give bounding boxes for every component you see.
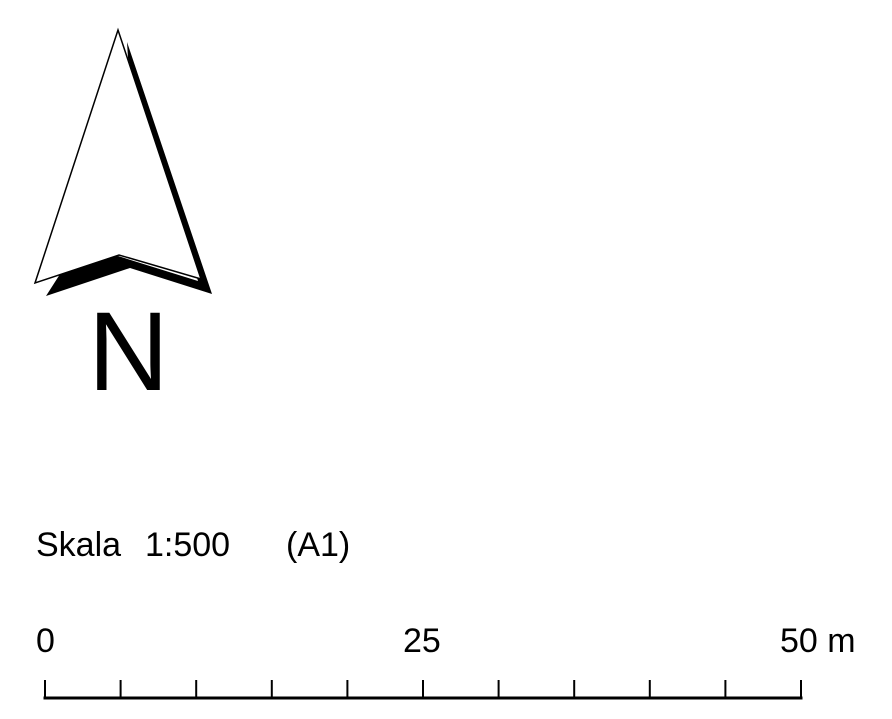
scale-ratio: 1:500 [145, 526, 231, 564]
scale-bar-label-end: 50 m [780, 622, 856, 660]
scale-bar-label-start: 0 [36, 622, 55, 660]
scale-bar-label-mid: 25 [403, 622, 441, 660]
north-arrow-icon [33, 27, 212, 296]
scale-label: Skala [36, 526, 122, 564]
scale-bar [43, 680, 803, 700]
north-letter: N [88, 289, 169, 414]
paper-size-label: (A1) [286, 526, 351, 564]
north-arrow-body [33, 27, 203, 285]
